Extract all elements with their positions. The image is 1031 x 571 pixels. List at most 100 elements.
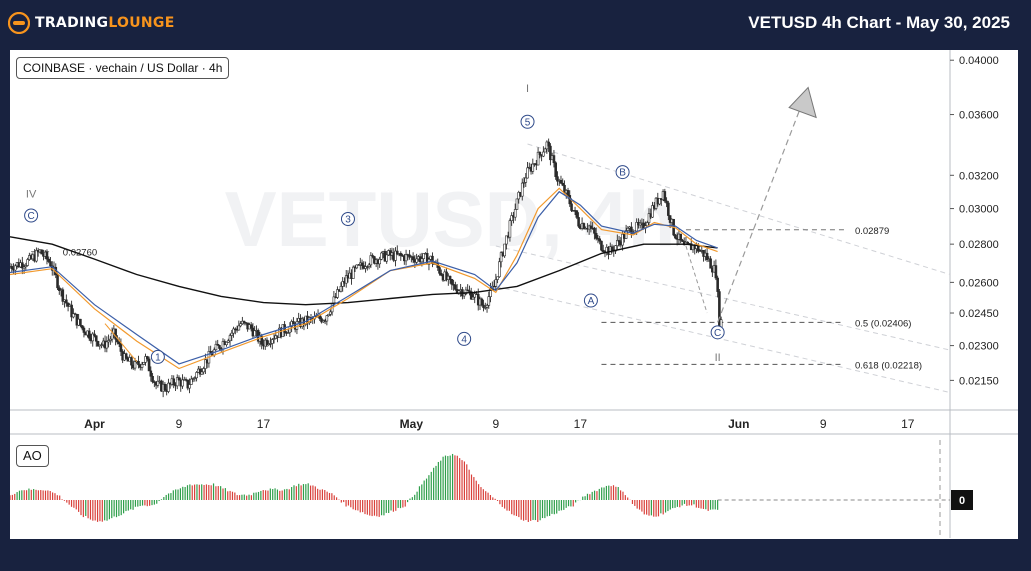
candle [714, 259, 718, 281]
candle-body [91, 333, 95, 342]
candle [253, 326, 256, 337]
candle [554, 161, 557, 180]
channel-line [527, 143, 951, 275]
x-tick-label: 9 [492, 417, 499, 431]
candle [394, 247, 397, 267]
y-tick-label: 0.03000 [959, 204, 999, 216]
candle-body [47, 258, 51, 262]
candle-body [371, 255, 374, 257]
x-tick-label: May [400, 417, 424, 431]
candle [57, 285, 61, 295]
candle-body [344, 275, 348, 284]
wave-label: B [619, 168, 626, 179]
candle [117, 337, 121, 348]
candle [82, 326, 86, 338]
candle [344, 269, 348, 288]
y-tick-label: 0.04000 [959, 55, 999, 67]
candle [520, 178, 524, 201]
candle [369, 252, 373, 269]
candle-body [438, 267, 441, 274]
chart-canvas[interactable]: VETUSD, 4h0.040000.036000.032000.030000.… [10, 50, 1018, 539]
channel-line [495, 245, 951, 351]
top-bar: TRADINGLOUNGE VETUSD 4h Chart - May 30, … [0, 0, 1031, 46]
ao-indicator-label[interactable]: AO [16, 445, 49, 467]
candle [341, 277, 344, 292]
candle [355, 264, 359, 270]
candle [538, 151, 542, 159]
candle [716, 275, 719, 298]
candle-body [469, 291, 473, 300]
y-tick-label: 0.03600 [959, 110, 999, 122]
candle-body [181, 379, 184, 387]
wave-label: 1 [155, 353, 161, 364]
candle-body [647, 213, 651, 223]
candle [270, 338, 274, 350]
candle-body [137, 360, 140, 366]
candle-body [242, 320, 246, 323]
candle [482, 299, 485, 312]
candle-body [378, 259, 381, 265]
candle [492, 280, 496, 288]
candle [142, 362, 146, 365]
candle [415, 253, 418, 265]
candle-body [239, 323, 242, 327]
candle [543, 147, 547, 153]
candle-body [487, 296, 491, 306]
candle [547, 138, 550, 153]
wave-label-circle [24, 208, 39, 223]
candle-body [186, 379, 190, 389]
candle [526, 161, 529, 179]
candle [110, 327, 114, 343]
candle [505, 235, 508, 250]
candle [582, 222, 586, 230]
projection-line [717, 103, 803, 323]
wave-dashed-line [685, 245, 708, 314]
candle-body [100, 344, 103, 346]
candle [87, 327, 91, 341]
candle [327, 313, 330, 317]
candle-body [508, 220, 512, 238]
candle-body [395, 250, 399, 255]
candle [360, 259, 364, 270]
candle [200, 368, 204, 375]
logo-text-accent: LOUNGE [108, 15, 175, 31]
candle [177, 375, 181, 381]
candle-body [151, 376, 154, 383]
candle [149, 366, 153, 382]
candle-body [56, 274, 59, 289]
candle [239, 321, 242, 328]
x-tick-label: 17 [574, 417, 588, 431]
wave-label-circle [520, 114, 535, 129]
candle-body [329, 311, 332, 315]
candle-body [96, 340, 100, 347]
chart-title: VETUSD 4h Chart - May 30, 2025 [748, 13, 1010, 32]
candle [10, 263, 14, 272]
candle [549, 143, 552, 166]
candle [600, 240, 603, 252]
candle [679, 233, 682, 244]
candle [260, 333, 264, 350]
ao-zero-badge-bg [951, 490, 973, 510]
tradinglounge-logo: TRADINGLOUNGE [7, 11, 175, 35]
y-tick-label: 0.02150 [959, 375, 999, 387]
candle-body [10, 266, 14, 269]
candle [445, 267, 448, 282]
candle-body [327, 313, 330, 317]
candle [91, 331, 95, 347]
candle [181, 374, 184, 389]
symbol-label[interactable]: COINBASE · vechain / US Dollar · 4h [16, 57, 230, 79]
candle-body [556, 176, 559, 182]
candle-body [494, 279, 498, 287]
candle-body [626, 227, 630, 231]
price-candles [10, 138, 723, 398]
candle-body [202, 368, 205, 373]
candle [242, 320, 246, 326]
wave-label: C [714, 328, 721, 339]
candle-body [600, 240, 603, 251]
candle [65, 294, 68, 307]
candle [325, 315, 329, 326]
candle-body [79, 318, 82, 326]
candle [667, 200, 670, 221]
wave-label: I [526, 83, 529, 95]
channel-line [495, 285, 951, 394]
